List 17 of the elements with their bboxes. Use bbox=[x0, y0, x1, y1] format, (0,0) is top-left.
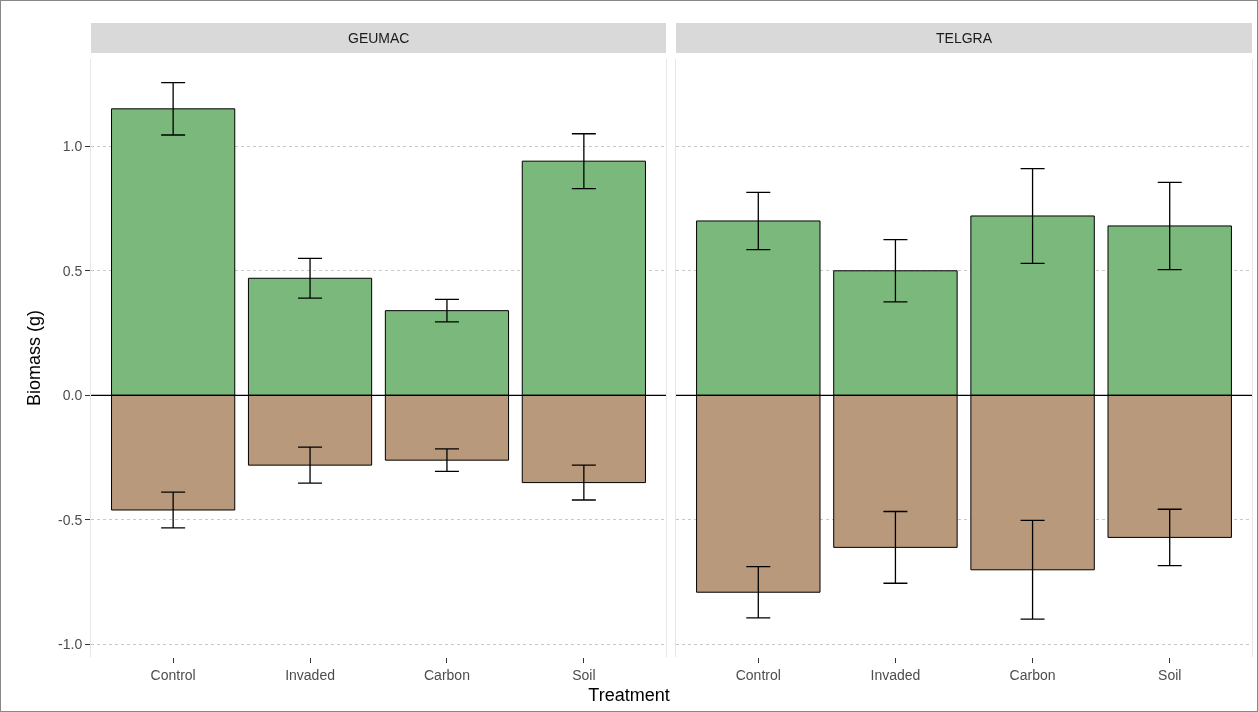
chart-title: TELGRA bbox=[936, 30, 993, 46]
y-tick-label: -0.5 bbox=[58, 511, 83, 528]
x-tick-label: Soil bbox=[1158, 666, 1182, 683]
y-tick-label: 0.5 bbox=[62, 262, 83, 279]
x-axis-title: Treatment bbox=[587, 685, 671, 706]
y-tick-label: 0.0 bbox=[62, 387, 83, 404]
x-tick-label: Invaded bbox=[870, 666, 921, 683]
x-tick-label: Control bbox=[150, 666, 196, 683]
x-tick-label: Soil bbox=[572, 666, 596, 683]
y-axis-title: Biomass (g) bbox=[24, 309, 45, 407]
x-tick-label: Control bbox=[735, 666, 781, 683]
x-tick-label: Carbon bbox=[1009, 666, 1056, 683]
x-tick-label: Invaded bbox=[285, 666, 335, 683]
y-tick-label: 1.0 bbox=[62, 138, 83, 155]
y-tick-label: -1.0 bbox=[58, 636, 83, 653]
chart-title: GEUMAC bbox=[348, 30, 410, 46]
x-tick-label: Carbon bbox=[423, 666, 470, 683]
